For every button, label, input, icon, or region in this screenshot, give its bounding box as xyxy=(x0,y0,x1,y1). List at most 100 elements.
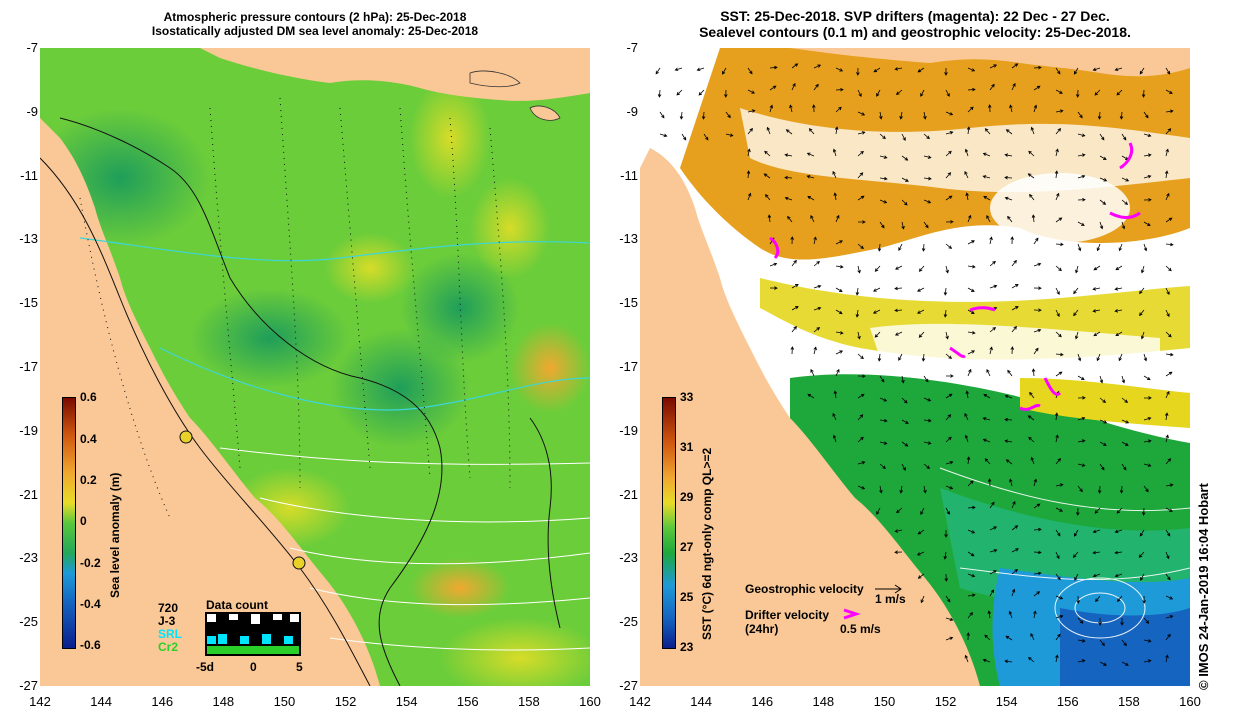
velocity-arrow xyxy=(1011,500,1016,509)
velocity-arrow xyxy=(1055,217,1063,223)
velocity-arrow xyxy=(901,419,909,424)
velocity-arrow xyxy=(1033,591,1041,597)
velocity-arrow xyxy=(1033,478,1038,487)
velocity-arrow xyxy=(964,412,969,421)
velocity-arrow xyxy=(1121,177,1130,182)
velocity-arrow xyxy=(857,89,862,97)
velocity-arrow xyxy=(1143,353,1148,362)
velocity-arrow xyxy=(967,505,976,510)
sst-label-2: 29 xyxy=(680,490,694,504)
velocity-arrow xyxy=(901,221,905,230)
velocity-arrow xyxy=(1027,173,1035,179)
velocity-arrow xyxy=(989,64,998,69)
velocity-arrow xyxy=(722,67,727,75)
velocity-arrow xyxy=(1092,309,1101,313)
velocity-arrow xyxy=(1055,331,1062,338)
right-ytick-label: -25 xyxy=(619,614,638,630)
velocity-arrow xyxy=(1099,155,1107,160)
velocity-arrow xyxy=(791,63,799,69)
sst-label-0: 33 xyxy=(680,390,694,404)
velocity-arrow xyxy=(1143,153,1152,157)
velocity-arrow xyxy=(1073,309,1079,317)
right-xtick-label: 148 xyxy=(812,694,835,709)
velocity-arrow xyxy=(1119,485,1124,494)
velocity-arrow xyxy=(920,89,925,97)
right-panel-title: SST: 25-Dec-2018. SVP drifters (magenta)… xyxy=(640,8,1190,40)
velocity-arrow xyxy=(989,260,996,267)
velocity-arrow xyxy=(1004,153,1013,157)
velocity-arrow xyxy=(769,65,778,70)
velocity-arrow xyxy=(943,309,948,318)
velocity-arrow xyxy=(746,170,751,179)
velocity-arrow xyxy=(832,170,837,179)
velocity-arrow xyxy=(769,286,778,290)
right-xtick-label: 160 xyxy=(1179,694,1201,709)
velocity-arrow xyxy=(857,150,864,157)
velocity-arrow xyxy=(857,374,866,378)
sea-level-anomaly-map[interactable] xyxy=(40,48,590,686)
velocity-arrow xyxy=(1004,439,1013,443)
velocity-arrow xyxy=(1077,485,1083,493)
velocity-arrow xyxy=(1143,375,1151,381)
velocity-arrow xyxy=(857,131,866,135)
velocity-arrow xyxy=(1164,412,1169,421)
velocity-arrow xyxy=(1004,659,1013,664)
velocity-arrow xyxy=(855,287,860,296)
velocity-arrow xyxy=(1092,287,1101,291)
left-ytick-label: -25 xyxy=(19,614,38,630)
velocity-arrow xyxy=(1033,503,1041,509)
velocity-arrow xyxy=(964,170,969,179)
velocity-arrow xyxy=(1076,595,1080,604)
velocity-arrow xyxy=(832,412,837,421)
velocity-arrow xyxy=(879,397,888,402)
velocity-arrow xyxy=(1165,434,1169,443)
velocity-arrow xyxy=(1165,265,1172,272)
velocity-arrow xyxy=(813,327,821,333)
sst-map[interactable] xyxy=(640,48,1190,686)
velocity-arrow xyxy=(1055,242,1064,247)
velocity-arrow xyxy=(895,89,903,96)
velocity-arrow xyxy=(1165,192,1170,201)
velocity-arrow xyxy=(856,67,860,76)
velocity-arrow xyxy=(1075,265,1079,274)
velocity-arrow xyxy=(1055,309,1060,317)
velocity-arrow xyxy=(1118,353,1123,362)
velocity-arrow xyxy=(1143,198,1152,202)
velocity-arrow xyxy=(791,325,797,333)
velocity-arrow xyxy=(1099,199,1107,205)
velocity-arrow xyxy=(967,480,974,487)
left-ytick-label: -21 xyxy=(19,486,38,502)
velocity-arrow xyxy=(808,128,815,135)
velocity-arrow xyxy=(1114,573,1123,578)
velocity-arrow xyxy=(1114,67,1123,72)
velocity-arrow xyxy=(813,260,820,267)
right-ytick-label: -27 xyxy=(619,678,638,693)
velocity-arrow xyxy=(769,262,778,267)
velocity-arrow xyxy=(857,436,864,443)
velocity-arrow xyxy=(1092,573,1101,578)
velocity-arrow xyxy=(1165,128,1172,135)
velocity-arrow xyxy=(1139,287,1145,295)
velocity-arrow xyxy=(1055,483,1064,487)
velocity-arrow xyxy=(879,441,888,445)
left-xtick-label: 160 xyxy=(579,694,601,709)
velocity-arrow xyxy=(1011,82,1016,91)
velocity-arrow xyxy=(967,368,972,377)
velocity-arrow xyxy=(1098,617,1102,626)
velocity-arrow xyxy=(1077,133,1086,137)
drifter-label-1: Drifter velocity xyxy=(745,608,830,622)
velocity-arrow xyxy=(1055,595,1064,600)
velocity-arrow xyxy=(945,374,954,378)
velocity-arrow xyxy=(1121,133,1127,141)
velocity-arrow xyxy=(1011,259,1017,267)
velocity-arrow xyxy=(987,610,992,619)
velocity-arrow xyxy=(989,589,995,597)
left-xtick-label: 146 xyxy=(151,694,174,709)
velocity-arrow xyxy=(1033,571,1042,576)
velocity-arrow xyxy=(835,214,840,223)
velocity-arrow xyxy=(987,104,992,113)
velocity-arrow xyxy=(747,148,751,157)
velocity-arrow xyxy=(655,67,661,75)
velocity-arrow xyxy=(1143,639,1152,643)
velocity-arrow xyxy=(1055,457,1061,465)
